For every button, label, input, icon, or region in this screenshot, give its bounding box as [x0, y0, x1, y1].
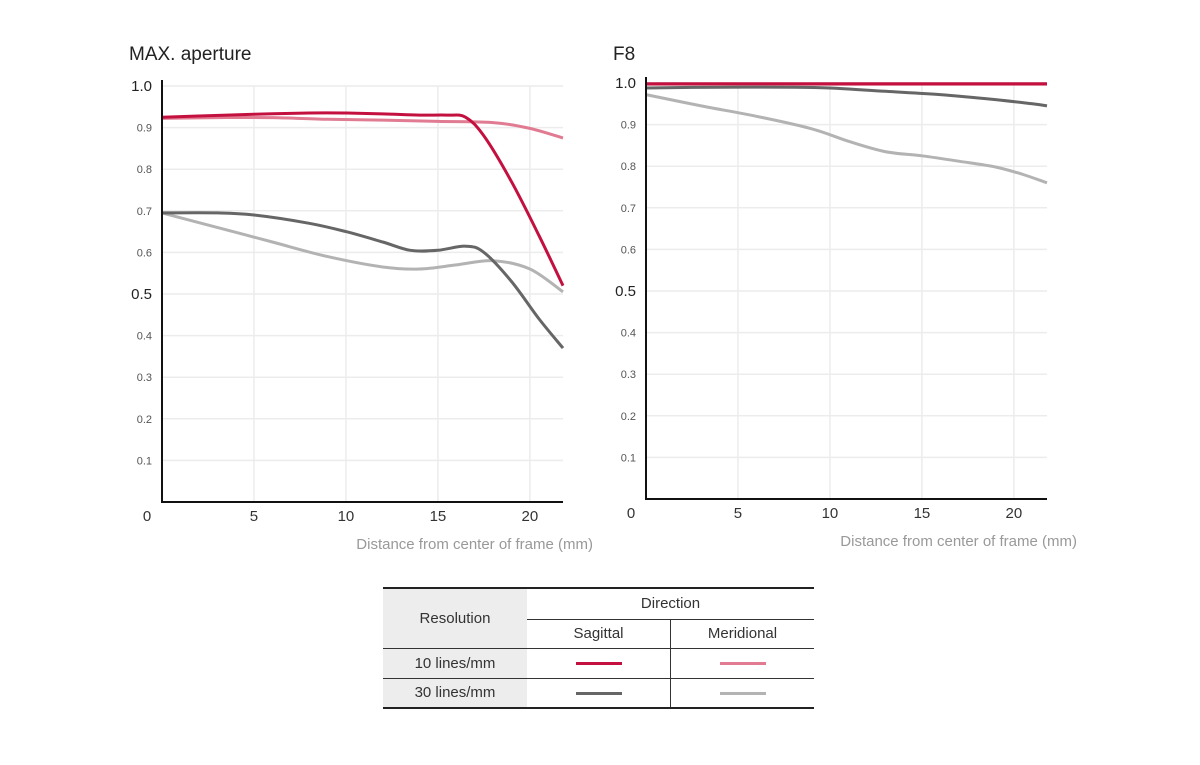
- right-chart-title: F8: [613, 44, 635, 65]
- right-ytick-label-8: 0.9: [621, 120, 636, 132]
- right-xtick-label-2: 10: [822, 505, 839, 522]
- left-ytick-label-3: 0.4: [137, 331, 152, 343]
- left-ytick-label-9: 1.0: [131, 78, 152, 95]
- right-ytick-label-3: 0.4: [621, 328, 636, 340]
- left-xtick-label-1: 5: [250, 508, 258, 525]
- left-ytick-label-2: 0.3: [137, 372, 152, 384]
- left-ytick-label-0: 0.1: [137, 455, 152, 467]
- right-ytick-label-7: 0.8: [621, 161, 636, 173]
- legend-table: Resolution Direction Sagittal Meridional…: [383, 587, 814, 709]
- left-ytick-label-1: 0.2: [137, 414, 152, 426]
- swatch-cell-30-meridional: [670, 678, 814, 709]
- left-xtick-label-2: 10: [338, 508, 355, 525]
- right-ytick-label-9: 1.0: [615, 75, 636, 92]
- left-series-0-line: [161, 111, 565, 287]
- right-ytick-label-0: 0.1: [621, 452, 636, 464]
- right-ytick-label-6: 0.7: [621, 203, 636, 215]
- direction-header: Direction: [527, 587, 814, 620]
- swatch-30-meridional: [719, 691, 766, 695]
- right-xtick-label-3: 15: [914, 505, 931, 522]
- left-series-2-line: [161, 211, 565, 350]
- left-xtick-label-3: 15: [430, 508, 447, 525]
- right-ytick-label-5: 0.6: [621, 244, 636, 256]
- left-series-3-line: [161, 211, 564, 294]
- left-xtick-label-4: 20: [522, 508, 539, 525]
- left-ytick-label-5: 0.6: [137, 247, 152, 259]
- right-x-axis-label: Distance from center of frame (mm): [840, 533, 1077, 550]
- right-series-2-line: [645, 85, 1048, 108]
- left-ytick-label-4: 0.5: [131, 286, 152, 303]
- right-series-3-line: [645, 93, 1048, 185]
- left-x-axis-label: Distance from center of frame (mm): [356, 536, 593, 553]
- row-label-30: 30 lines/mm: [383, 678, 527, 709]
- row-label-10: 10 lines/mm: [383, 648, 527, 679]
- right-ytick-label-2: 0.3: [621, 369, 636, 381]
- swatch-cell-10-meridional: [670, 648, 814, 679]
- right-ytick-label-4: 0.5: [615, 283, 636, 300]
- swatch-cell-30-sagittal: [527, 678, 671, 709]
- left-chart-title: MAX. aperture: [129, 44, 252, 65]
- left-ytick-label-7: 0.8: [137, 164, 152, 176]
- left-xtick-label-0: 0: [143, 508, 151, 525]
- swatch-10-sagittal: [575, 662, 622, 666]
- right-xtick-label-1: 5: [734, 505, 742, 522]
- left-ytick-label-8: 0.9: [137, 123, 152, 135]
- swatch-30-sagittal: [575, 691, 622, 695]
- swatch-10-meridional: [719, 662, 766, 666]
- left-ytick-label-6: 0.7: [137, 206, 152, 218]
- right-xtick-label-0: 0: [627, 505, 635, 522]
- resolution-header: Resolution: [383, 587, 527, 649]
- swatch-cell-10-sagittal: [527, 648, 671, 679]
- right-xtick-label-4: 20: [1006, 505, 1023, 522]
- left-series-1-line: [161, 115, 564, 140]
- mtf-charts: MAX. aperture 0.1 0.2 0.3 0.4 0.5 0.6 0.7 0.8 0.9…: [129, 44, 1077, 553]
- sagittal-header: Sagittal: [527, 619, 671, 649]
- meridional-header: Meridional: [670, 619, 814, 649]
- right-ytick-label-1: 0.2: [621, 411, 636, 423]
